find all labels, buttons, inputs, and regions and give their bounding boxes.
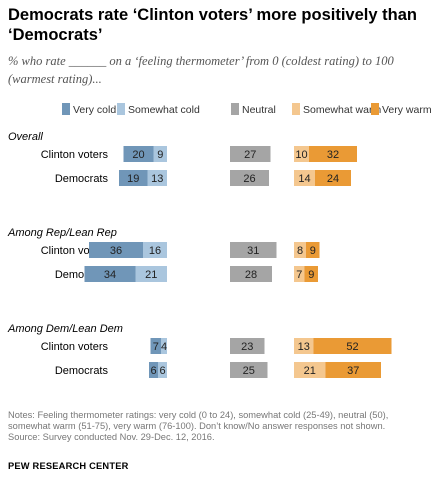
bar-among-rep-lean-rep-clinton-voters-very-cold <box>89 242 143 258</box>
bar-overall-clinton-voters-somewhat-cold <box>153 146 167 162</box>
data-label-among-dem-lean-dem-democrats-very-warm: 37 <box>347 365 359 377</box>
bar-among-dem-lean-dem-clinton-voters-very-cold <box>150 338 161 354</box>
bar-overall-democrats-somewhat-cold <box>147 170 167 186</box>
bar-among-dem-lean-dem-democrats-very-warm <box>325 362 381 378</box>
bar-overall-democrats-somewhat-warm <box>294 170 315 186</box>
data-label-overall-democrats-neutral: 26 <box>243 173 255 185</box>
legend-swatch-somewhat-cold <box>117 103 125 115</box>
stacked-bar-chart: Very cold Somewhat cold Neutral Somewhat wa… <box>7 103 432 378</box>
bar-among-rep-lean-rep-clinton-voters-neutral <box>230 242 277 258</box>
chart-title: Democrats rate ‘Clinton voters’ more pos… <box>8 6 417 44</box>
data-label-among-rep-lean-rep-democrats-somewhat-cold: 21 <box>145 269 157 281</box>
group-label-among-rep-lean-rep: Among Rep/Lean Rep <box>7 227 117 239</box>
pew-research-center-logo: PEW RESEARCH CENTER <box>8 461 129 471</box>
note-line-2: somewhat warm (51-75), very warm (76-100… <box>8 421 386 431</box>
legend-label-very-warm: Very warm <box>382 104 432 116</box>
chart-subtitle: % who rate ______ on a ‘feeling thermome… <box>8 54 394 86</box>
group-label-among-dem-lean-dem: Among Dem/Lean Dem <box>7 323 123 335</box>
bar-among-rep-lean-rep-democrats-somewhat-warm <box>294 266 305 282</box>
bar-among-dem-lean-dem-democrats-somewhat-warm <box>294 362 326 378</box>
bar-overall-clinton-voters-very-cold <box>123 146 154 162</box>
legend-swatch-very-warm <box>371 103 379 115</box>
bar-overall-clinton-voters-neutral <box>230 146 271 162</box>
data-label-among-dem-lean-dem-democrats-very-cold: 6 <box>150 365 156 377</box>
bar-among-rep-lean-rep-clinton-voters-somewhat-cold <box>143 242 167 258</box>
data-label-among-dem-lean-dem-clinton-voters-very-warm: 52 <box>346 341 358 353</box>
data-label-overall-democrats-somewhat-cold: 13 <box>151 173 163 185</box>
row-label-among-dem-lean-dem-clinton-voters: Clinton voters <box>41 341 109 353</box>
legend-swatch-very-cold <box>62 103 70 115</box>
data-label-among-rep-lean-rep-clinton-voters-very-warm: 9 <box>310 245 316 257</box>
bar-among-rep-lean-rep-clinton-voters-somewhat-warm <box>294 242 306 258</box>
data-label-among-rep-lean-rep-clinton-voters-very-cold: 36 <box>110 245 122 257</box>
bar-among-rep-lean-rep-democrats-very-cold <box>84 266 136 282</box>
data-label-among-rep-lean-rep-clinton-voters-somewhat-cold: 16 <box>149 245 161 257</box>
bar-among-dem-lean-dem-democrats-somewhat-cold <box>158 362 167 378</box>
data-label-overall-clinton-voters-neutral: 27 <box>244 149 256 161</box>
note-line-1: Notes: Feeling thermometer ratings: very… <box>8 410 389 420</box>
data-label-overall-clinton-voters-somewhat-warm: 10 <box>295 149 307 161</box>
bar-overall-clinton-voters-very-warm <box>309 146 357 162</box>
bar-overall-democrats-neutral <box>230 170 269 186</box>
data-label-among-rep-lean-rep-democrats-very-cold: 34 <box>104 269 116 281</box>
row-label-overall-clinton-voters: Clinton voters <box>41 149 109 161</box>
data-label-among-dem-lean-dem-clinton-voters-somewhat-cold: 4 <box>161 341 167 353</box>
bar-overall-clinton-voters-somewhat-warm <box>294 146 309 162</box>
source-line: Source: Survey conducted Nov. 29-Dec. 12… <box>8 432 215 442</box>
data-label-among-dem-lean-dem-clinton-voters-somewhat-warm: 13 <box>298 341 310 353</box>
data-label-among-dem-lean-dem-democrats-neutral: 25 <box>243 365 255 377</box>
data-label-among-rep-lean-rep-clinton-voters-somewhat-warm: 8 <box>297 245 303 257</box>
data-label-overall-clinton-voters-very-cold: 20 <box>132 149 144 161</box>
bar-among-dem-lean-dem-clinton-voters-somewhat-cold <box>161 338 167 354</box>
data-label-among-dem-lean-dem-clinton-voters-neutral: 23 <box>241 341 253 353</box>
data-label-among-dem-lean-dem-democrats-somewhat-warm: 21 <box>304 365 316 377</box>
data-label-overall-democrats-very-cold: 19 <box>127 173 139 185</box>
bar-overall-democrats-very-cold <box>119 170 148 186</box>
bar-among-dem-lean-dem-democrats-very-cold <box>149 362 158 378</box>
data-label-overall-democrats-somewhat-warm: 14 <box>298 173 310 185</box>
chart-notes: Notes: Feeling thermometer ratings: very… <box>8 410 440 443</box>
group-label-overall: Overall <box>8 131 43 143</box>
data-label-among-rep-lean-rep-democrats-somewhat-warm: 7 <box>296 269 302 281</box>
bar-among-rep-lean-rep-clinton-voters-very-warm <box>306 242 320 258</box>
data-label-among-rep-lean-rep-democrats-neutral: 28 <box>245 269 257 281</box>
row-label-overall-democrats: Democrats <box>55 173 109 185</box>
bar-among-rep-lean-rep-democrats-neutral <box>230 266 272 282</box>
bar-among-dem-lean-dem-clinton-voters-very-warm <box>313 338 392 354</box>
data-label-among-rep-lean-rep-democrats-very-warm: 9 <box>308 269 314 281</box>
bar-among-dem-lean-dem-democrats-neutral <box>230 362 268 378</box>
legend-label-somewhat-warm: Somewhat warm <box>303 104 381 116</box>
bar-among-rep-lean-rep-democrats-very-warm <box>304 266 318 282</box>
legend-swatch-neutral <box>231 103 239 115</box>
legend-label-neutral: Neutral <box>242 104 276 116</box>
bar-among-dem-lean-dem-clinton-voters-neutral <box>230 338 265 354</box>
data-label-overall-clinton-voters-somewhat-cold: 9 <box>157 149 163 161</box>
data-label-among-dem-lean-dem-democrats-somewhat-cold: 6 <box>159 365 165 377</box>
row-label-among-dem-lean-dem-democrats: Democrats <box>55 365 109 377</box>
data-label-among-dem-lean-dem-clinton-voters-very-cold: 7 <box>153 341 159 353</box>
legend-label-very-cold: Very cold <box>73 104 116 116</box>
legend-swatch-somewhat-warm <box>292 103 300 115</box>
data-label-among-rep-lean-rep-clinton-voters-neutral: 31 <box>247 245 259 257</box>
legend-label-somewhat-cold: Somewhat cold <box>128 104 200 116</box>
data-label-overall-clinton-voters-very-warm: 32 <box>327 149 339 161</box>
data-label-overall-democrats-very-warm: 24 <box>327 173 339 185</box>
bar-among-dem-lean-dem-clinton-voters-somewhat-warm <box>294 338 314 354</box>
bar-among-rep-lean-rep-democrats-somewhat-cold <box>135 266 167 282</box>
bar-overall-democrats-very-warm <box>315 170 351 186</box>
